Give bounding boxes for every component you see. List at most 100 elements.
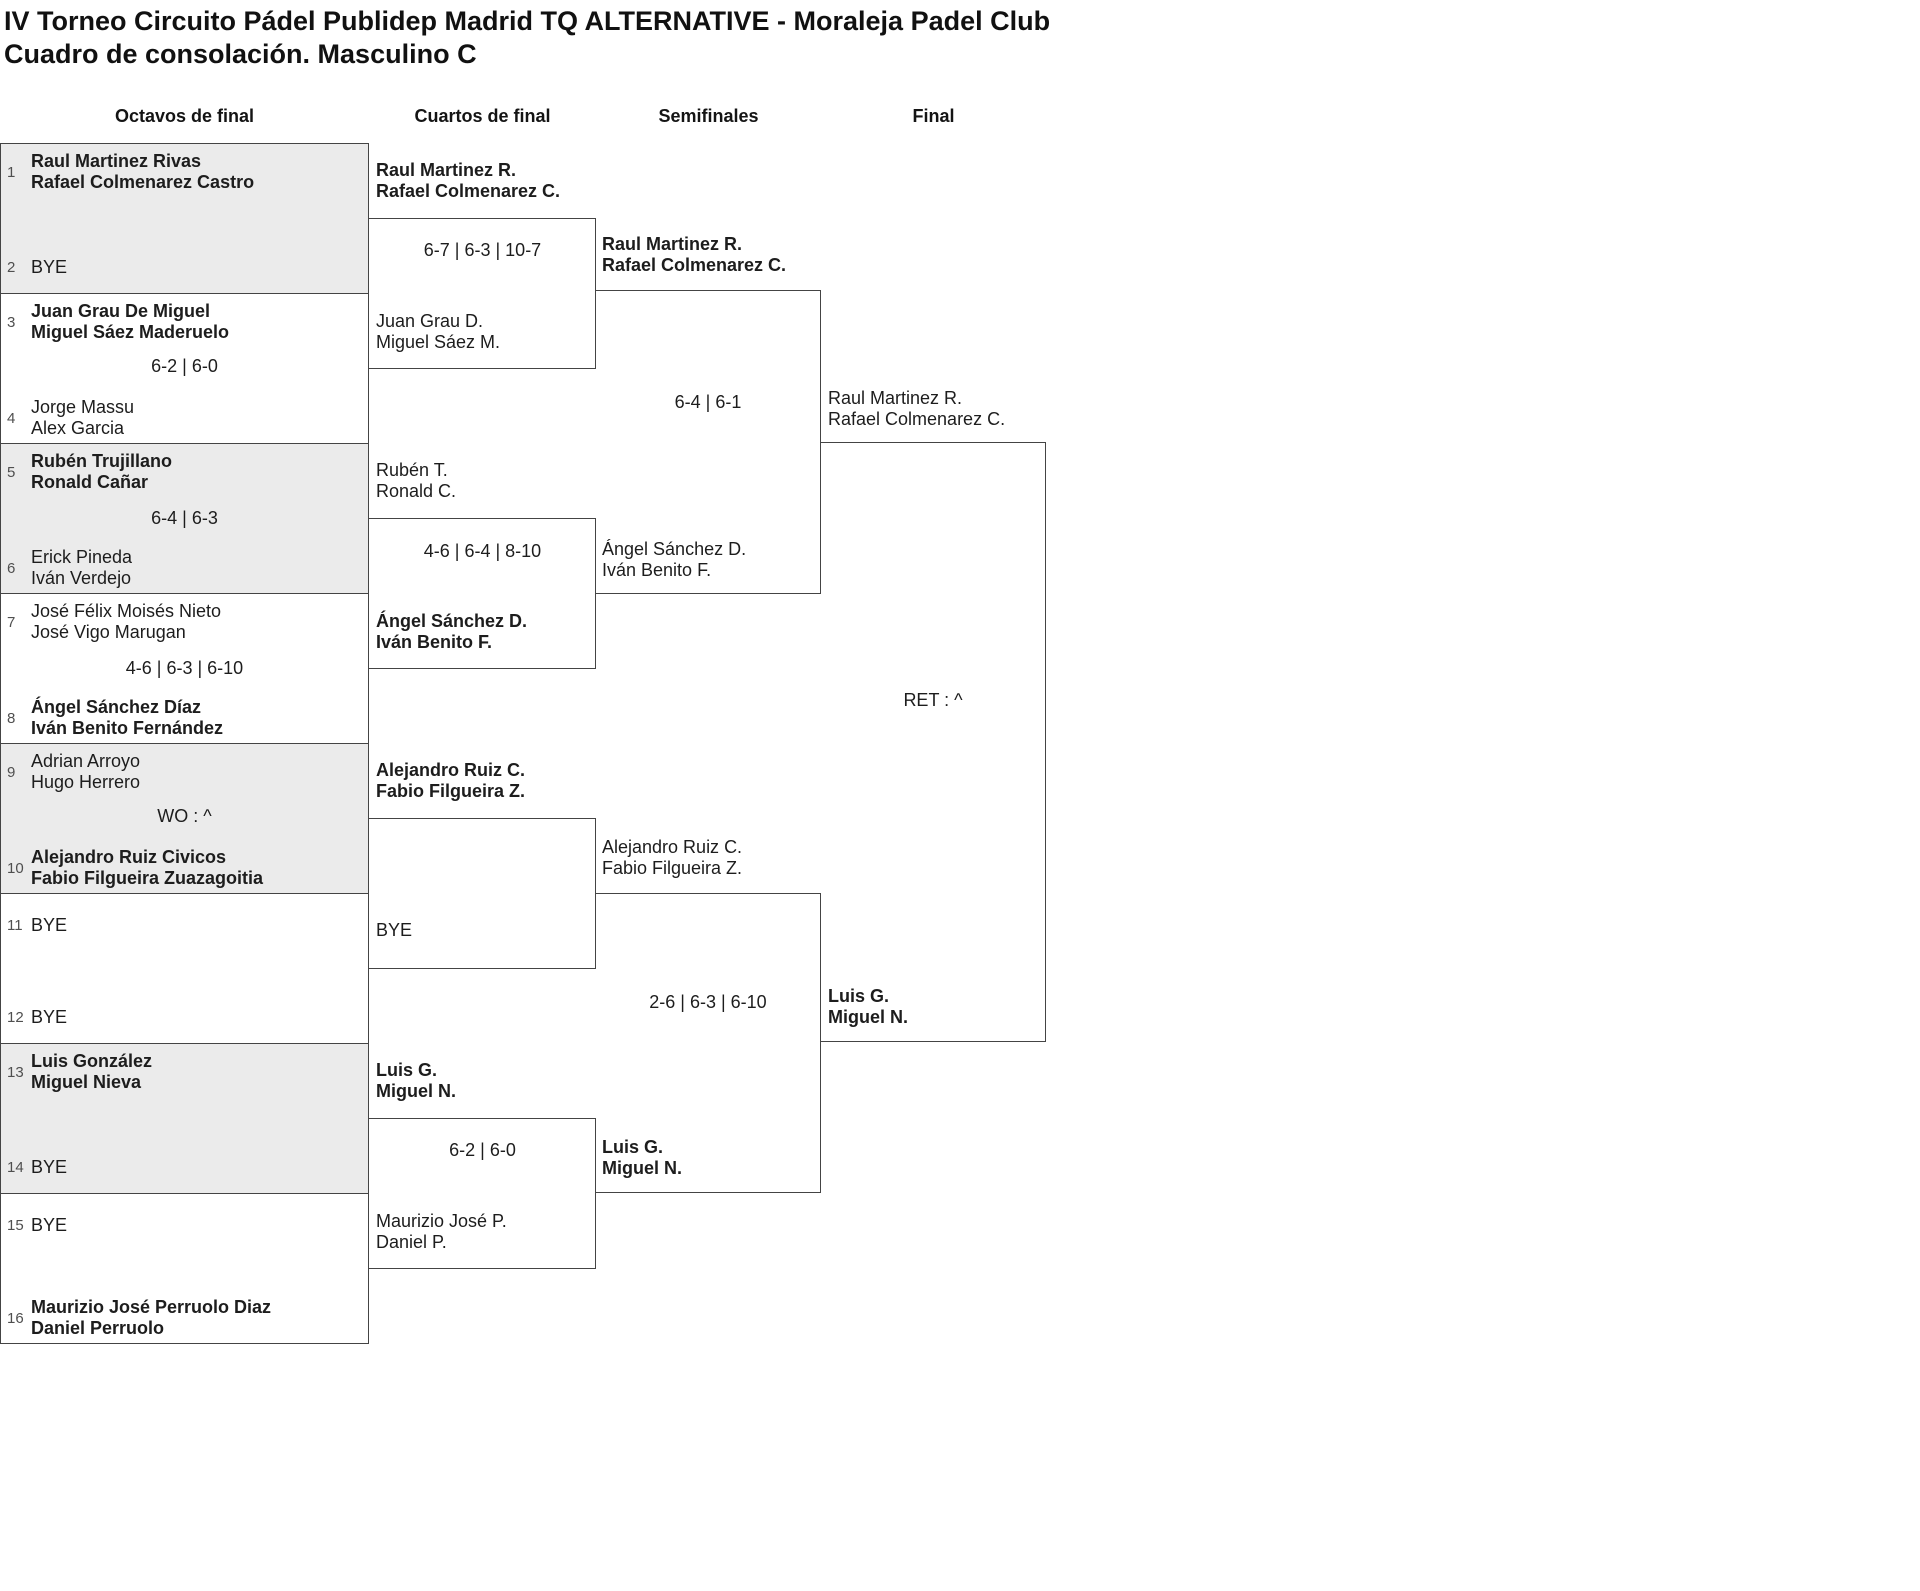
player-2-name: Rafael Colmenarez C. — [828, 409, 1006, 429]
player-1-name: Ángel Sánchez D. — [602, 539, 747, 559]
semifinal-match-box-2 — [595, 893, 821, 1193]
player-2-name: Miguel Nieva — [31, 1072, 142, 1092]
player-2-name: Iván Benito F. — [376, 632, 493, 652]
player-1-name: Luis G. — [376, 1060, 438, 1080]
player-1-name: José Félix Moisés Nieto — [31, 601, 222, 621]
player-2-name: Daniel Perruolo — [31, 1318, 165, 1338]
player-1-name: BYE — [31, 1007, 68, 1027]
octavos-match-cell-4 — [0, 593, 369, 744]
seed-2-team: 2 BYE — [7, 257, 67, 278]
player-2-name: Rafael Colmenarez C. — [376, 181, 561, 201]
seed-14-team: 14 BYE — [7, 1157, 67, 1178]
cuartos-match-box-4 — [369, 1118, 596, 1269]
player-1-name: Luis G. — [828, 986, 890, 1006]
team-names: BYE — [376, 920, 412, 941]
player-2-name: Miguel N. — [376, 1081, 456, 1101]
player-2-name: Alex Garcia — [31, 418, 125, 438]
player-1-name: Alejandro Ruiz C. — [602, 837, 743, 857]
octavos-match-cell-1 — [0, 143, 369, 294]
octavos-score-1 — [0, 206, 369, 230]
seed-number: 11 — [7, 917, 23, 934]
player-1-name: BYE — [376, 920, 413, 940]
semifinal-score-1: 6-4 | 6-1 — [674, 392, 742, 412]
player-2-name: Daniel P. — [376, 1232, 447, 1252]
team-names: Rubén T. Ronald C. — [376, 460, 456, 502]
final-top-team: Raul Martinez R. Rafael Colmenarez C. — [828, 388, 1005, 430]
seed-number: 3 — [7, 313, 16, 331]
player-2-name: Iván Benito F. — [602, 560, 712, 580]
team-names: BYE — [31, 1215, 67, 1236]
player-1-name: Erick Pineda — [31, 547, 133, 567]
final-score: RET : ^ — [903, 690, 963, 710]
team-names: Jorge Massu Alex Garcia — [31, 397, 134, 439]
player-1-name: Alejandro Ruiz Civicos — [31, 847, 227, 867]
player-1-name: BYE — [31, 257, 68, 277]
tournament-title: IV Torneo Circuito Pádel Publidep Madrid… — [4, 6, 1051, 36]
semifinal-score-2: 2-6 | 6-3 | 6-10 — [649, 992, 767, 1012]
team-names: Ángel Sánchez D. Iván Benito F. — [376, 611, 527, 653]
octavos-match-cell-2 — [0, 293, 369, 444]
cuartos-score-4: 6-2 | 6-0 — [449, 1140, 516, 1160]
semifinal-1-bottom-team: Ángel Sánchez D. Iván Benito F. — [602, 539, 746, 581]
seed-number: 7 — [7, 613, 16, 631]
seed-4-team: 4 Jorge Massu Alex Garcia — [7, 397, 134, 439]
team-names: BYE — [31, 915, 67, 936]
octavos-score-2: 6-2 | 6-0 — [151, 356, 218, 376]
cuartos-score-2: 4-6 | 6-4 | 8-10 — [423, 541, 542, 561]
seed-9-team: 9 Adrian Arroyo Hugo Herrero — [7, 751, 140, 793]
player-1-name: Jorge Massu — [31, 397, 135, 417]
team-names: Ángel Sánchez Díaz Iván Benito Fernández — [31, 697, 223, 739]
player-1-name: Raul Martinez R. — [602, 234, 743, 254]
player-2-name: José Vigo Marugan — [31, 622, 186, 642]
seed-5-team: 5 Rubén Trujillano Ronald Cañar — [7, 451, 172, 493]
seed-number: 9 — [7, 763, 16, 781]
cuartos-1-bottom-team: Juan Grau D. Miguel Sáez M. — [376, 311, 500, 353]
player-1-name: Juan Grau De Miguel — [31, 301, 211, 321]
team-names: Juan Grau D. Miguel Sáez M. — [376, 311, 500, 353]
team-names: Raul Martinez Rivas Rafael Colmenarez Ca… — [31, 151, 254, 193]
team-names: Raul Martinez R. Rafael Colmenarez C. — [602, 234, 786, 276]
player-2-name: Hugo Herrero — [31, 772, 141, 792]
octavos-score-5: WO : ^ — [157, 806, 212, 826]
seed-16-team: 16 Maurizio José Perruolo Diaz Daniel Pe… — [7, 1297, 271, 1339]
octavos-score-6 — [0, 956, 369, 980]
seed-number: 16 — [7, 1309, 24, 1327]
team-names: Adrian Arroyo Hugo Herrero — [31, 751, 140, 793]
octavos-score-8 — [0, 1256, 369, 1280]
round-header-cuartos: Cuartos de final — [414, 106, 551, 126]
semifinal-1-top-team: Raul Martinez R. Rafael Colmenarez C. — [602, 234, 786, 276]
player-1-name: Raul Martinez R. — [376, 160, 517, 180]
team-names: BYE — [31, 1157, 67, 1178]
seed-1-team: 1 Raul Martinez Rivas Rafael Colmenarez … — [7, 151, 254, 193]
player-1-name: Maurizio José P. — [376, 1211, 507, 1231]
player-1-name: Juan Grau D. — [376, 311, 484, 331]
seed-8-team: 8 Ángel Sánchez Díaz Iván Benito Fernánd… — [7, 697, 223, 739]
player-1-name: Ángel Sánchez Díaz — [31, 697, 202, 717]
cuartos-3-bottom-team: BYE — [376, 920, 412, 941]
octavos-match-cell-6 — [0, 893, 369, 1044]
cuartos-1-top-team: Raul Martinez R. Rafael Colmenarez C. — [376, 160, 560, 202]
seed-number: 5 — [7, 463, 16, 481]
seed-12-team: 12 BYE — [7, 1007, 67, 1028]
player-2-name: Miguel N. — [828, 1007, 908, 1027]
player-2-name: Ronald C. — [376, 481, 457, 501]
team-names: Maurizio José Perruolo Diaz Daniel Perru… — [31, 1297, 271, 1339]
seed-number: 12 — [7, 1009, 24, 1026]
team-names: Luis González Miguel Nieva — [31, 1051, 152, 1093]
cuartos-4-bottom-team: Maurizio José P. Daniel P. — [376, 1211, 507, 1253]
player-2-name: Iván Benito Fernández — [31, 718, 224, 738]
player-2-name: Rafael Colmenarez Castro — [31, 172, 255, 192]
seed-11-team: 11 BYE — [7, 915, 67, 936]
team-names: Alejandro Ruiz Civicos Fabio Filgueira Z… — [31, 847, 263, 889]
seed-number: 4 — [7, 409, 16, 427]
cuartos-score-1: 6-7 | 6-3 | 10-7 — [423, 240, 542, 260]
team-names: Juan Grau De Miguel Miguel Sáez Maderuel… — [31, 301, 229, 343]
team-names: José Félix Moisés Nieto José Vigo Maruga… — [31, 601, 221, 643]
seed-number: 1 — [7, 163, 16, 181]
cuartos-3-top-team: Alejandro Ruiz C. Fabio Filgueira Z. — [376, 760, 525, 802]
seed-7-team: 7 José Félix Moisés Nieto José Vigo Maru… — [7, 601, 221, 643]
player-1-name: Luis González — [31, 1051, 153, 1071]
player-1-name: Rubén Trujillano — [31, 451, 173, 471]
player-1-name: Maurizio José Perruolo Diaz — [31, 1297, 272, 1317]
